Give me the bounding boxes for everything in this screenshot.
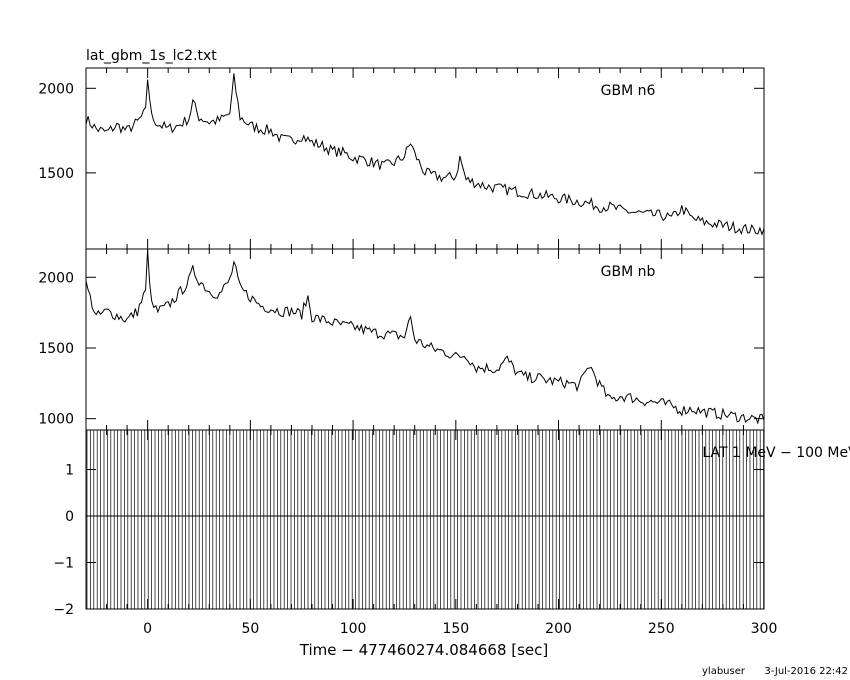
y-tick-label: 0 [65,509,74,525]
x-tick-label: 50 [241,621,259,637]
series-line [85,73,765,236]
panel-gbm-nb: 1000 1500 2000 GBM nb [38,248,765,431]
x-axis: 0 50 100 150 200 250 300 [143,621,777,637]
x-axis-label: Time − 477460274.084668 [sec] [299,641,549,659]
chart-title: lat_gbm_1s_lc2.txt [86,48,217,64]
x-tick-label: 300 [751,621,778,637]
panel-label: LAT 1 MeV − 100 MeV [702,445,850,461]
series-line [85,249,765,425]
panel-gbm-n6: 1500 2000 GBM n6 [38,67,765,250]
x-tick-label: 200 [545,621,572,637]
panel-frame [85,429,765,610]
y-tick-label: 2000 [38,81,74,97]
x-tick-label: 250 [648,621,675,637]
footer-date: 3-Jul-2016 22:42 [764,666,848,677]
panel-frame [85,67,765,250]
y-tick-label: 2000 [38,270,74,286]
y-tick-label: 1 [65,463,74,479]
y-tick-label: −2 [53,602,74,618]
panel-frame [85,248,765,431]
y-tick-label: 1500 [38,166,74,182]
y-tick-label: 1000 [38,412,74,428]
y-tick-label: 1500 [38,341,74,357]
panel-label: GBM nb [601,264,656,280]
y-tick-label: −1 [53,556,74,572]
panel-label: GBM n6 [601,83,656,99]
x-tick-label: 0 [143,621,152,637]
footer-user: ylabuser [702,666,746,677]
x-tick-label: 100 [340,621,367,637]
x-tick-label: 150 [442,621,469,637]
panel-lat: −2 −1 0 1 LAT 1 MeV − 100 MeV [53,429,850,618]
lat-hatch [86,430,764,609]
